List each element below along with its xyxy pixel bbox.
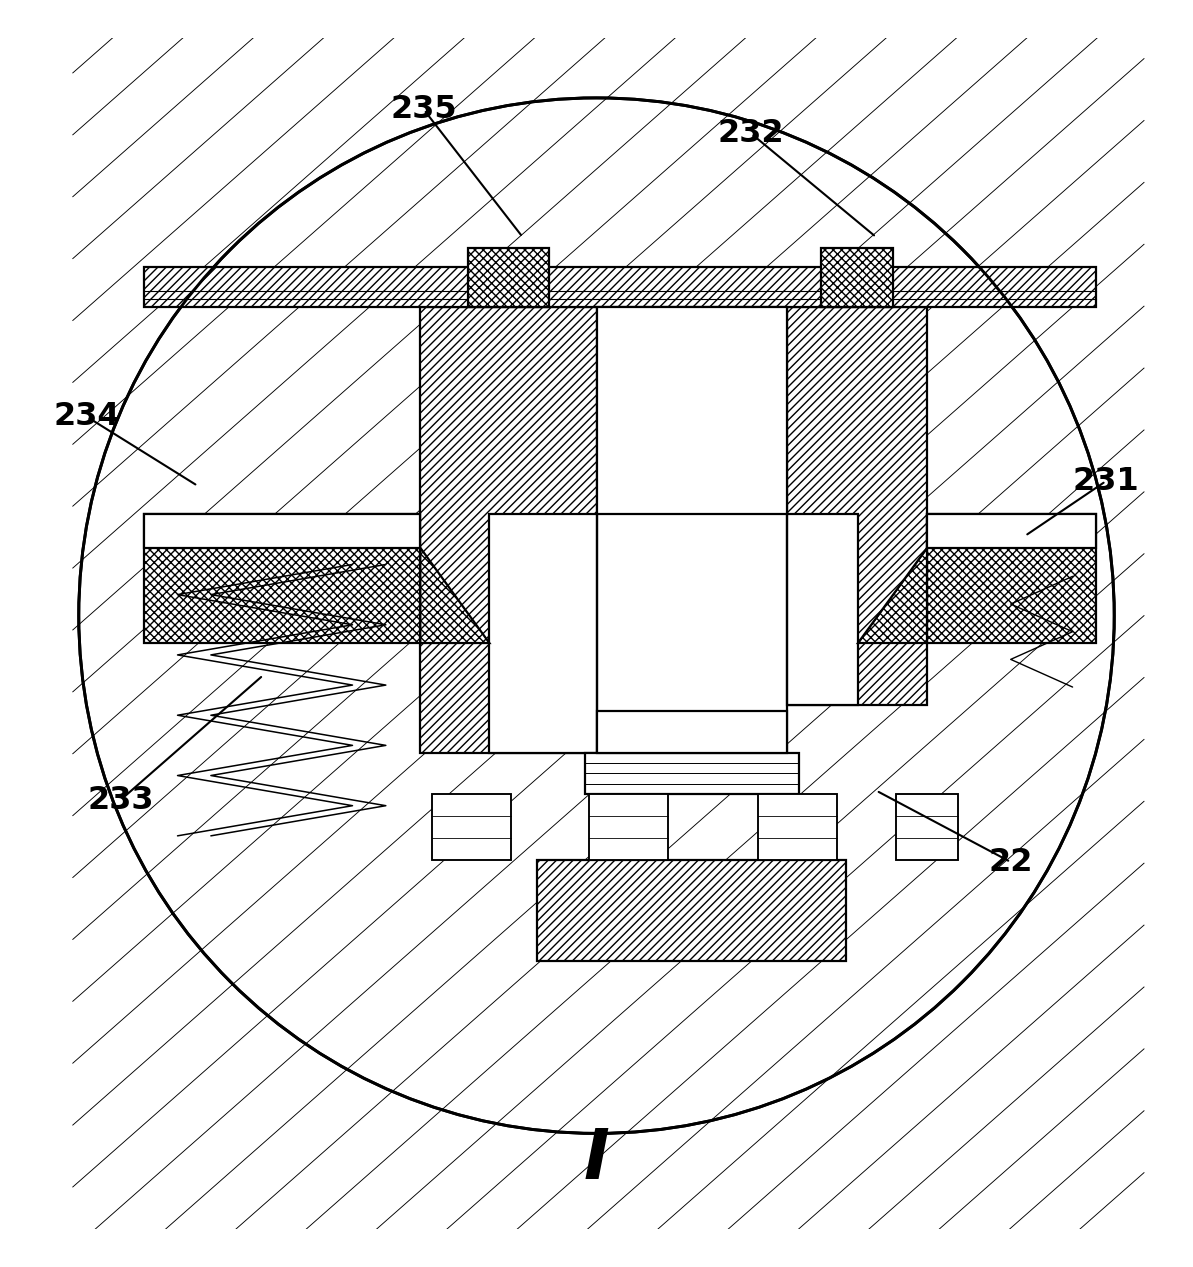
Bar <box>489 514 596 753</box>
Bar <box>787 308 927 704</box>
Bar <box>759 794 837 859</box>
Text: 235: 235 <box>390 94 457 125</box>
Text: 231: 231 <box>1073 466 1139 497</box>
Bar <box>432 794 511 859</box>
Bar <box>489 514 596 753</box>
Text: I: I <box>583 1126 610 1194</box>
Bar <box>822 248 892 308</box>
Bar <box>927 514 1096 644</box>
Bar <box>787 514 858 704</box>
Bar <box>589 794 668 859</box>
Text: 233: 233 <box>87 784 154 816</box>
Bar <box>927 514 1096 644</box>
Bar <box>927 514 1096 547</box>
Bar <box>585 753 799 794</box>
Bar <box>596 711 787 753</box>
Bar <box>787 514 858 704</box>
Bar <box>420 308 596 753</box>
Text: 232: 232 <box>718 118 785 150</box>
Bar <box>144 267 1096 308</box>
Bar <box>144 514 420 644</box>
Circle shape <box>79 98 1114 1134</box>
Bar <box>144 514 420 644</box>
Bar <box>596 308 787 753</box>
Bar <box>420 308 596 753</box>
Polygon shape <box>858 547 927 644</box>
Text: 22: 22 <box>989 846 1033 878</box>
Bar <box>144 267 1096 308</box>
Bar <box>537 859 847 960</box>
Bar <box>468 248 549 308</box>
Text: 234: 234 <box>54 402 120 432</box>
Bar <box>468 248 549 308</box>
Bar <box>144 514 420 547</box>
Bar <box>787 308 927 704</box>
Polygon shape <box>420 547 489 644</box>
Bar <box>896 794 958 859</box>
Bar <box>537 859 847 960</box>
Bar <box>822 248 892 308</box>
